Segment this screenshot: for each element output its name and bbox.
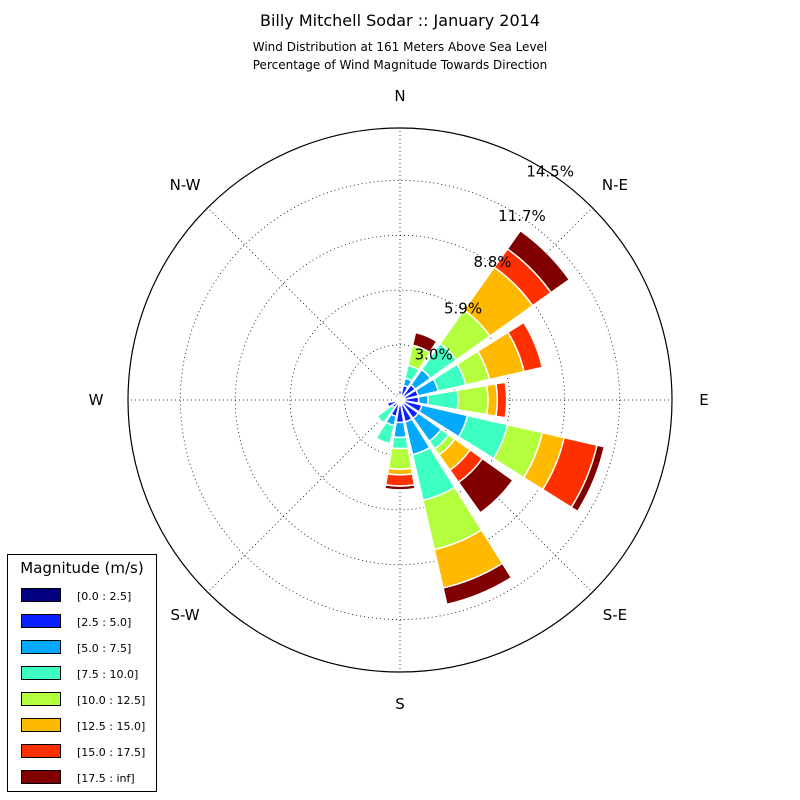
legend-swatch (21, 692, 61, 706)
legend-swatch (21, 614, 61, 628)
radial-tick-label: 11.7% (498, 207, 546, 225)
direction-label: S-W (170, 606, 199, 624)
wind-bar (376, 404, 396, 424)
direction-label: S-E (603, 606, 627, 624)
legend-swatch (21, 588, 61, 602)
outer-circle (127, 127, 673, 673)
legend-label: [2.5 : 5.0] (77, 616, 132, 629)
direction-label: S (395, 695, 405, 713)
grid-circle (180, 180, 620, 620)
legend-label: [0.0 : 2.5] (77, 590, 132, 603)
wind-bar (570, 444, 606, 513)
radial-tick-label: 5.9% (444, 299, 482, 317)
direction-label: N-E (602, 176, 628, 194)
legend-label: [12.5 : 15.0] (77, 720, 146, 733)
legend-label: [5.0 : 7.5] (77, 642, 132, 655)
chart-subtitle-line2: Percentage of Wind Magnitude Towards Dir… (252, 58, 548, 72)
wind-bar (375, 421, 396, 445)
direction-label: N (394, 87, 405, 105)
direction-label: N-W (170, 176, 201, 194)
legend-label: [10.0 : 12.5] (77, 694, 146, 707)
legend-swatch (21, 770, 61, 784)
legend-label: [17.5 : inf] (77, 772, 135, 785)
grid-spoke (207, 399, 401, 593)
legend-title: Magnitude (m/s) (20, 559, 144, 577)
radial-tick-label: 8.8% (473, 253, 511, 271)
radial-tick-label: 3.0% (415, 345, 453, 363)
direction-label: W (89, 391, 104, 409)
wind-bar (384, 472, 416, 487)
wind-bar (442, 562, 513, 606)
axis-labels: 3.0% 5.9% 8.8% 11.7% 14.5% N N-E E S-E S S-W W N-W (89, 87, 709, 713)
legend-swatch (21, 666, 61, 680)
wind-bar (457, 457, 514, 514)
chart-title: Billy Mitchell Sodar :: January 2014 (259, 11, 541, 30)
legend-swatch (21, 718, 61, 732)
wind-bar (387, 447, 413, 471)
magnitude-legend: Magnitude (m/s) [0.0 : 2.5] [2.5 : 5.0] … (7, 554, 157, 792)
grid-circle (289, 289, 511, 511)
wind-bar (391, 436, 409, 450)
wind-bar (506, 321, 544, 373)
wind-bar (417, 394, 429, 406)
wind-bar (392, 421, 408, 439)
wind-bar (495, 381, 508, 419)
chart-subtitle-line1: Wind Distribution at 161 Meters Above Se… (252, 40, 548, 54)
wind-bar (506, 229, 571, 294)
wind-bar (456, 384, 489, 416)
wind-bar (411, 331, 438, 354)
legend-label: [15.0 : 17.5] (77, 746, 146, 759)
legend-swatch (21, 640, 61, 654)
direction-label: E (699, 391, 708, 409)
radial-tick-label: 14.5% (526, 163, 574, 181)
wind-bar (384, 484, 416, 491)
wind-bar (394, 391, 401, 400)
wind-bars (375, 229, 606, 606)
legend-label: [7.5 : 10.0] (77, 668, 139, 681)
wind-bar (485, 382, 499, 418)
legend-swatch (21, 744, 61, 758)
grid-spoke (207, 207, 401, 401)
